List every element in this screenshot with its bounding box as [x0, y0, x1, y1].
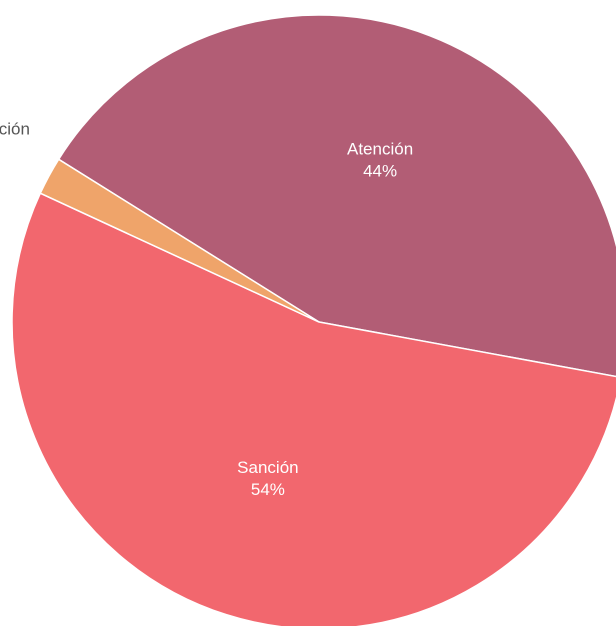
pie-slice-prevencion [39, 158, 320, 323]
slice-label-atencion: Atención 44% [347, 140, 413, 181]
slice-label-sancion: Sanción 54% [237, 458, 298, 499]
slice-category-label: Prevención [0, 120, 30, 139]
slice-percent-label: 54% [251, 480, 285, 499]
slice-label-prevencion: Prevención2% [0, 120, 30, 161]
pie-slice-atencion [57, 14, 616, 378]
slice-percent-label: 44% [363, 162, 397, 181]
slice-category-label: Atención [347, 140, 413, 159]
slice-category-label: Sanción [237, 458, 298, 477]
pie-slice-sancion [11, 192, 616, 626]
